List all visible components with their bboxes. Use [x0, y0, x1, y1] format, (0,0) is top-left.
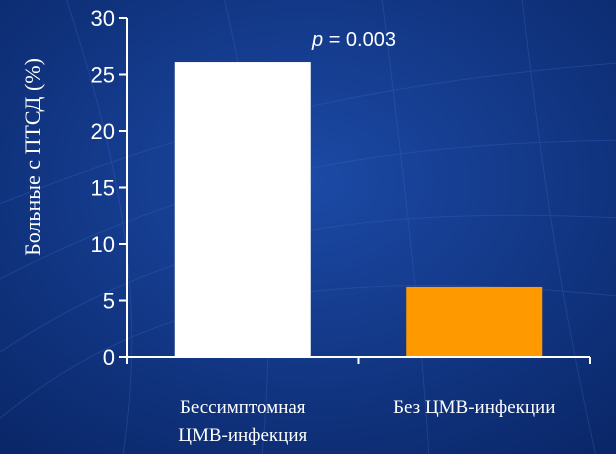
y-tick-label: 0: [103, 345, 115, 370]
y-tick-label: 10: [91, 232, 115, 257]
y-tick-label: 20: [91, 119, 115, 144]
bar-1: [174, 62, 311, 357]
category-label: Бессимптомная: [180, 397, 306, 418]
category-label: ЦМВ-инфекция: [178, 425, 307, 446]
y-tick-label: 25: [91, 63, 115, 88]
category-label: Без ЦМВ-инфекции: [393, 397, 555, 418]
y-axis-title: Больные с ПТСД (%): [20, 58, 45, 256]
p-value-annotation: p = 0.003: [311, 29, 396, 51]
y-tick-label: 15: [91, 176, 115, 201]
p-value-text: = 0.003: [323, 29, 396, 51]
bar-2: [406, 286, 543, 357]
y-tick-label: 30: [91, 6, 115, 31]
y-tick-label: 5: [103, 289, 115, 314]
p-value-letter: p: [311, 29, 323, 51]
